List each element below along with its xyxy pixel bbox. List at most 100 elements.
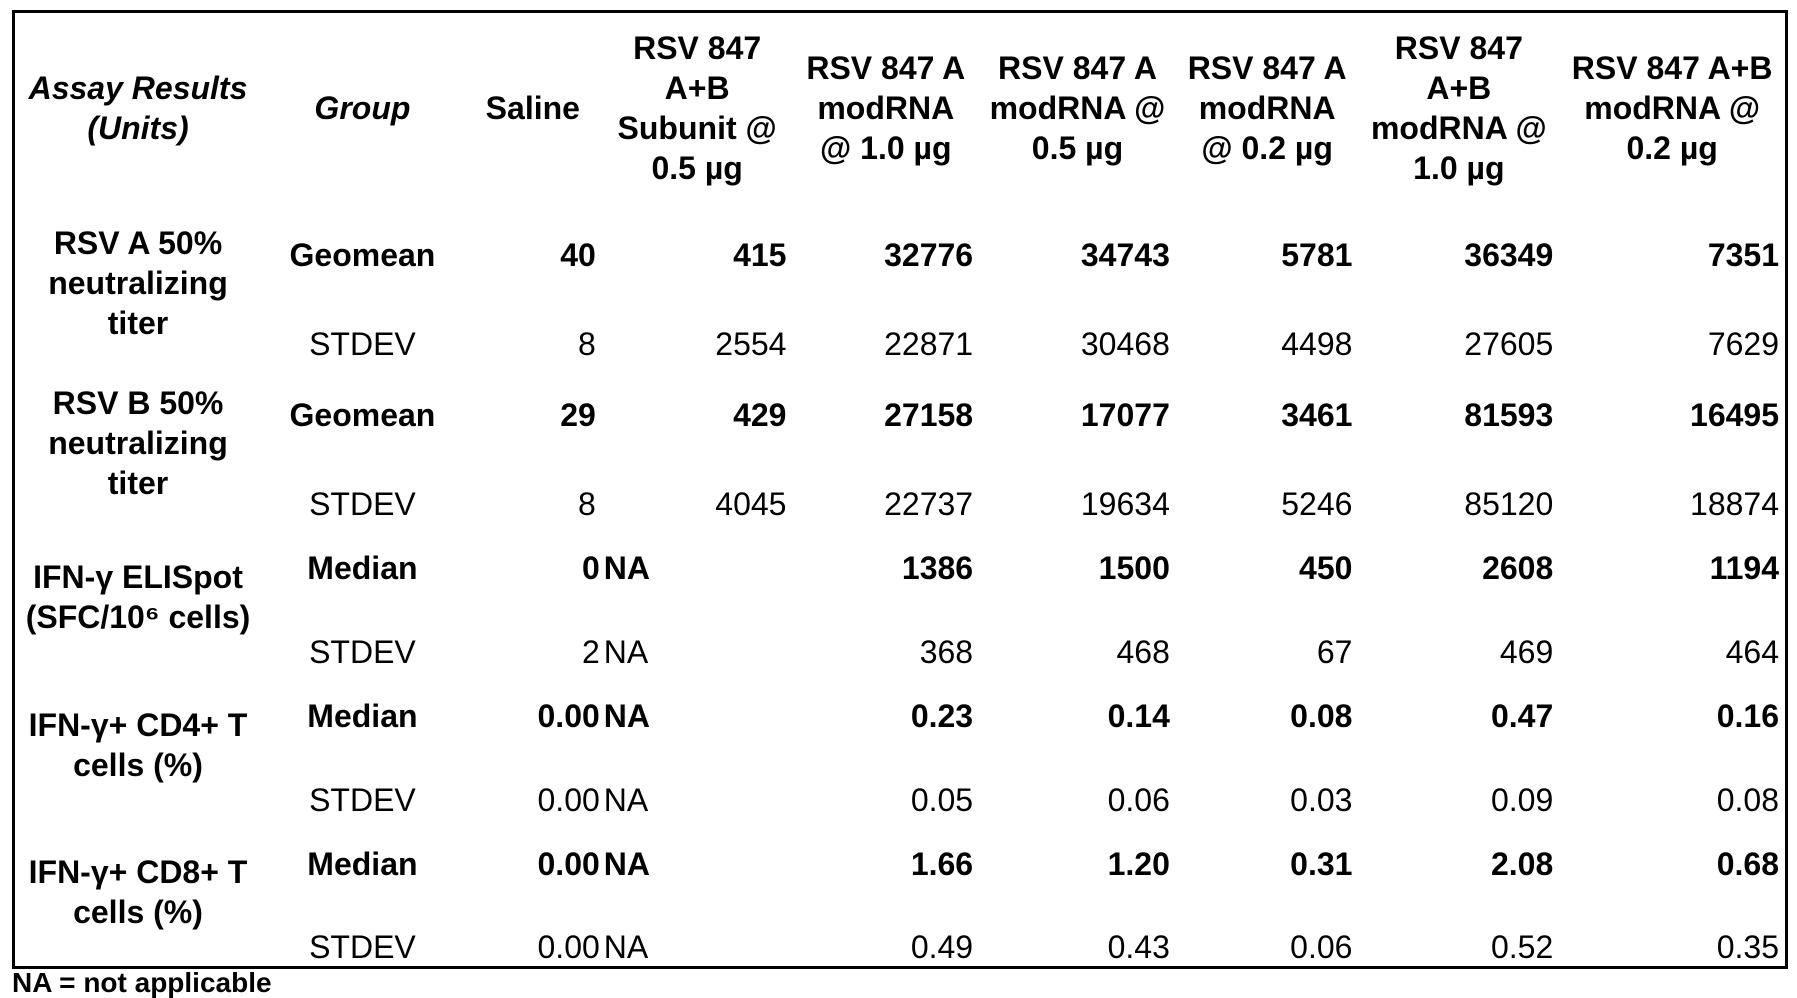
header-col-a-0-5: RSV 847 A modRNA @ 0.5 µg bbox=[989, 50, 1166, 166]
value-cell: 1500 bbox=[1098, 549, 1170, 586]
value-cell: 468 bbox=[1116, 634, 1170, 670]
header-col-a-0-2: RSV 847 A modRNA @ 0.2 µg bbox=[1187, 50, 1347, 166]
value-cell: 19634 bbox=[1080, 486, 1170, 522]
table-row: STDEV 0.00 NA 0.49 0.43 0.06 0.52 0.35 bbox=[14, 909, 1787, 967]
value-cell: NA bbox=[603, 845, 650, 882]
value-cell: 4498 bbox=[1281, 326, 1353, 362]
value-cell: 0.09 bbox=[1490, 782, 1554, 818]
value-cell: 0.31 bbox=[1290, 845, 1353, 882]
value-cell: 1.66 bbox=[910, 845, 974, 882]
value-cell: NA bbox=[603, 782, 649, 818]
value-cell: NA bbox=[603, 634, 649, 670]
value-cell: NA bbox=[603, 549, 650, 586]
value-cell: 27605 bbox=[1464, 326, 1554, 362]
assay-label: IFN-γ+ CD8+ T cells (%) bbox=[28, 854, 248, 931]
header-col-saline: Saline bbox=[485, 90, 580, 126]
value-cell: 464 bbox=[1725, 634, 1779, 670]
value-cell: 0.43 bbox=[1107, 928, 1170, 965]
value-cell: 0.08 bbox=[1290, 697, 1353, 734]
value-cell: 30468 bbox=[1080, 326, 1170, 362]
value-cell: NA bbox=[603, 697, 650, 734]
value-cell: 0.14 bbox=[1107, 697, 1170, 734]
value-cell: 0.68 bbox=[1716, 845, 1779, 882]
value-cell: 0.23 bbox=[910, 697, 974, 734]
header-col-subunit: RSV 847 A+B Subunit @ 0.5 µg bbox=[617, 30, 777, 186]
value-cell: 415 bbox=[733, 237, 787, 273]
table-row: STDEV 2 NA 368 468 67 469 464 bbox=[14, 613, 1787, 671]
value-cell: NA bbox=[603, 928, 649, 965]
value-cell: 0.35 bbox=[1716, 928, 1779, 965]
value-cell: 18874 bbox=[1690, 486, 1779, 522]
footnote: NA = not applicable bbox=[12, 967, 272, 998]
value-cell: 0.08 bbox=[1716, 782, 1779, 818]
value-cell: 0.00 bbox=[537, 845, 600, 882]
table-row: IFN-γ ELISpot (SFC/10⁶ cells) Median 0 N… bbox=[14, 523, 1787, 636]
stat-label: Median bbox=[307, 845, 418, 882]
header-col-a-1-0: RSV 847 A modRNA @ 1.0 µg bbox=[806, 50, 966, 166]
header-col-ab-1-0: RSV 847 A+B modRNA @ 1.0 µg bbox=[1370, 30, 1547, 186]
assay-label: IFN-γ+ CD4+ T cells (%) bbox=[28, 707, 248, 783]
value-cell: 0.06 bbox=[1290, 928, 1353, 965]
stat-label: STDEV bbox=[309, 486, 416, 522]
value-cell: 1386 bbox=[901, 549, 974, 586]
value-cell: 1.20 bbox=[1107, 845, 1170, 882]
value-cell: 27158 bbox=[884, 397, 974, 433]
value-cell: 81593 bbox=[1464, 397, 1554, 433]
stat-label: Median bbox=[307, 697, 418, 734]
stat-label: STDEV bbox=[309, 326, 416, 362]
value-cell: 2608 bbox=[1482, 549, 1554, 586]
value-cell: 1194 bbox=[1709, 549, 1779, 586]
value-cell: 0.52 bbox=[1490, 928, 1554, 965]
value-cell: 0.00 bbox=[537, 697, 600, 734]
value-cell: 36349 bbox=[1464, 237, 1554, 273]
value-cell: 40 bbox=[560, 237, 596, 273]
assay-label: RSV A 50% neutralizing titer bbox=[48, 225, 228, 341]
value-cell: 5781 bbox=[1281, 237, 1353, 273]
table-row: IFN-γ+ CD8+ T cells (%) Median 0.00 NA 1… bbox=[14, 819, 1787, 931]
value-cell: 7629 bbox=[1707, 326, 1779, 362]
value-cell: 4045 bbox=[715, 486, 787, 522]
value-cell: 0.05 bbox=[910, 782, 974, 818]
value-cell: 368 bbox=[919, 634, 974, 670]
value-cell: 0.16 bbox=[1716, 697, 1779, 734]
value-cell: 32776 bbox=[884, 237, 974, 273]
value-cell: 85120 bbox=[1464, 486, 1554, 522]
value-cell: 3461 bbox=[1281, 397, 1353, 433]
stat-label: Median bbox=[307, 549, 418, 586]
value-cell: 7351 bbox=[1707, 237, 1779, 273]
table-row: STDEV 0.00 NA 0.05 0.06 0.03 0.09 0.08 bbox=[14, 761, 1787, 819]
value-cell: 5246 bbox=[1281, 486, 1353, 522]
value-cell: 469 bbox=[1499, 634, 1554, 670]
value-cell: 0 bbox=[581, 549, 600, 586]
value-cell: 450 bbox=[1299, 549, 1353, 586]
stat-label: Geomean bbox=[289, 397, 436, 433]
assay-label: IFN-γ ELISpot (SFC/10⁶ cells) bbox=[25, 559, 251, 635]
table-row: IFN-γ+ CD4+ T cells (%) Median 0.00 NA 0… bbox=[14, 671, 1787, 784]
stat-label: STDEV bbox=[309, 782, 416, 818]
value-cell: 0.03 bbox=[1290, 782, 1353, 818]
table-row: RSV A 50% neutralizing titer Geomean 40 … bbox=[14, 203, 1787, 341]
value-cell: 2.08 bbox=[1490, 845, 1554, 882]
value-cell: 0.49 bbox=[910, 928, 974, 965]
value-cell: 22871 bbox=[884, 326, 974, 362]
value-cell: 0.06 bbox=[1107, 782, 1170, 818]
assay-results-table: Assay Results (Units) Group Saline RSV 8… bbox=[12, 10, 1788, 969]
table-row: STDEV 8 2554 22871 30468 4498 27605 7629 bbox=[14, 308, 1787, 363]
value-cell: 429 bbox=[733, 397, 787, 433]
value-cell: 22737 bbox=[884, 486, 974, 522]
value-cell: 34743 bbox=[1080, 237, 1170, 273]
header-group: Group bbox=[314, 90, 411, 126]
value-cell: 2554 bbox=[715, 326, 787, 362]
stat-label: Geomean bbox=[289, 237, 436, 273]
value-cell: 8 bbox=[577, 486, 596, 522]
value-cell: 0.47 bbox=[1490, 697, 1554, 734]
value-cell: 2 bbox=[581, 634, 600, 670]
value-cell: 67 bbox=[1316, 634, 1353, 670]
value-cell: 16495 bbox=[1690, 397, 1779, 433]
value-cell: 29 bbox=[560, 397, 596, 433]
stat-label: STDEV bbox=[309, 928, 416, 965]
header-row: Assay Results (Units) Group Saline RSV 8… bbox=[14, 12, 1787, 204]
value-cell: 0.00 bbox=[537, 782, 600, 818]
value-cell: 8 bbox=[577, 326, 596, 362]
header-col-ab-0-2: RSV 847 A+B modRNA @ 0.2 µg bbox=[1571, 50, 1773, 166]
